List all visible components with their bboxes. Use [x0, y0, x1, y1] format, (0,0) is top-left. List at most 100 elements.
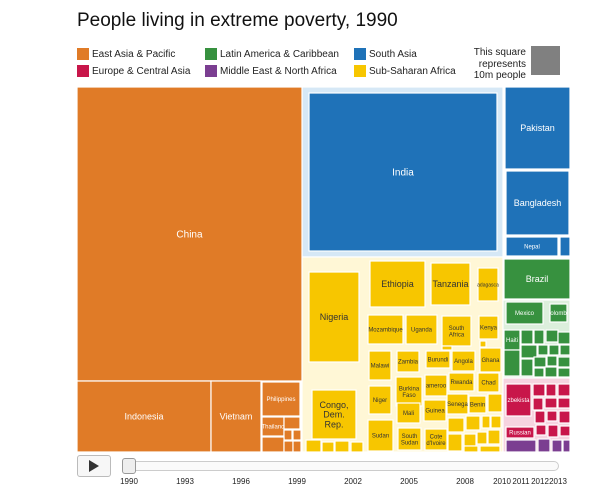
tile-minor-22 — [557, 367, 571, 378]
tile-minor-52 — [479, 445, 501, 453]
tile-minor-12 — [520, 344, 538, 359]
tile-vietnam — [210, 380, 262, 453]
year-slider-handle[interactable] — [122, 458, 136, 474]
tile-label-ghana: Ghana — [481, 358, 500, 364]
year-tick-2005[interactable]: 2005 — [400, 477, 418, 486]
tile-minor-35 — [505, 439, 537, 453]
tile-label-benin: Benin — [470, 403, 485, 409]
tile-label-south-sudan: South Sudan — [401, 434, 418, 447]
tile-label-congo-dem-rep: Congo, Dem. Rep. — [319, 400, 348, 430]
tile-minor-6 — [559, 236, 571, 257]
tile-ghana — [479, 347, 502, 373]
tile-minor-36 — [537, 438, 551, 453]
tile-minor-2 — [292, 429, 302, 441]
year-tick-2002[interactable]: 2002 — [344, 477, 362, 486]
tile-label-philippines: Philippines — [266, 397, 295, 403]
tile-label-india: India — [392, 168, 414, 179]
legend-swatch — [354, 48, 366, 60]
tile-mexico — [505, 301, 544, 325]
tile-minor-30 — [546, 410, 558, 422]
legend-swatch — [354, 65, 366, 77]
tile-minor-23 — [532, 383, 546, 397]
tile-label-uganda: Uganda — [411, 328, 433, 334]
tile-minor-27 — [544, 397, 558, 409]
year-tick-2011[interactable]: 2011 — [512, 477, 530, 486]
year-tick-2008[interactable]: 2008 — [456, 477, 474, 486]
play-button[interactable] — [77, 455, 111, 477]
tile-china — [76, 86, 303, 382]
tile-label-angola: Angola — [454, 359, 473, 365]
tile-minor-28 — [557, 397, 571, 409]
tile-label-burkina-faso: Burkina Faso — [399, 386, 420, 399]
play-icon — [89, 460, 99, 472]
tile-burkina-faso — [395, 376, 423, 407]
tile-india — [308, 92, 498, 252]
tile-mali — [396, 402, 421, 424]
tile-minor-34 — [559, 425, 571, 437]
tile-label-vietnam: Vietnam — [220, 412, 253, 422]
tile-minor-29 — [534, 410, 546, 424]
tile-philippines — [261, 381, 301, 417]
year-tick-2010[interactable]: 2010 — [493, 477, 511, 486]
tile-label-china: China — [176, 230, 203, 241]
year-tick-1999[interactable]: 1999 — [288, 477, 306, 486]
tile-pakistan — [504, 86, 571, 170]
tile-label-sudan: Sudan — [372, 434, 389, 440]
tile-label-nigeria: Nigeria — [320, 312, 349, 322]
year-tick-2013[interactable]: 2013 — [549, 477, 567, 486]
tile-label-zambia: Zambia — [398, 360, 419, 366]
tile-minor-24 — [545, 383, 557, 397]
tile-label-rwanda: Rwanda — [450, 380, 473, 386]
tile-niger — [368, 385, 392, 415]
tile-minor-15 — [559, 344, 571, 356]
tile-minor-16 — [520, 358, 534, 377]
legend-swatch — [205, 65, 217, 77]
tile-minor-19 — [557, 356, 571, 368]
tile-label-bangladesh: Bangladesh — [514, 198, 562, 208]
tile-minor-13 — [537, 344, 549, 356]
tile-minor-54 — [479, 340, 487, 348]
tile-uganda — [405, 314, 438, 345]
tile-label-burundi: Burundi — [428, 358, 449, 364]
legend-swatch — [205, 48, 217, 60]
tile-zambia — [396, 350, 420, 373]
tile-minor-47 — [447, 433, 463, 452]
tile-minor-31 — [558, 410, 571, 424]
tile-label-senega: Senega — [447, 402, 468, 408]
tile-minor-8 — [520, 329, 534, 345]
tile-congo-dem-rep — [311, 389, 357, 440]
tile-minor-1 — [283, 429, 293, 441]
tile-label-indonesia: Indonesia — [124, 412, 163, 422]
tile-minor-40 — [321, 441, 335, 453]
tile-benin — [468, 395, 487, 414]
tile-minor-55 — [441, 345, 453, 351]
tile-label-mexico: Mexico — [515, 311, 535, 317]
tile-minor-41 — [334, 440, 350, 453]
tile-adagasca — [477, 267, 499, 302]
tile-label-adagasca: adagasca — [477, 282, 499, 288]
legend-item-europe: Europe & Central Asia — [77, 64, 190, 78]
tile-label-haiti: Haiti — [506, 338, 518, 344]
tile-guinea — [423, 399, 447, 422]
tile-minor-0 — [283, 416, 301, 430]
year-tick-1996[interactable]: 1996 — [232, 477, 250, 486]
tile-minor-26 — [532, 397, 544, 411]
tile-minor-38 — [562, 439, 571, 453]
tile-minor-18 — [546, 355, 558, 367]
tile-label-guinea: Guinea — [425, 409, 445, 415]
tile-minor-32 — [535, 424, 547, 436]
tile-minor-11 — [557, 331, 571, 345]
tile-minor-44 — [465, 415, 481, 431]
tile-label-niger: Niger — [373, 398, 387, 404]
legend-item-latin-america: Latin America & Caribbean — [205, 47, 339, 61]
tile-bangladesh — [505, 170, 570, 236]
tile-ethiopia — [369, 260, 426, 308]
year-tick-1993[interactable]: 1993 — [176, 477, 194, 486]
legend-swatch — [77, 65, 89, 77]
year-tick-1990[interactable]: 1990 — [120, 477, 138, 486]
tile-minor-9 — [533, 329, 545, 345]
tile-minor-14 — [548, 344, 560, 356]
tile-mozambique — [367, 314, 404, 345]
year-tick-2012[interactable]: 2012 — [531, 477, 549, 486]
year-slider-track[interactable] — [122, 461, 559, 471]
